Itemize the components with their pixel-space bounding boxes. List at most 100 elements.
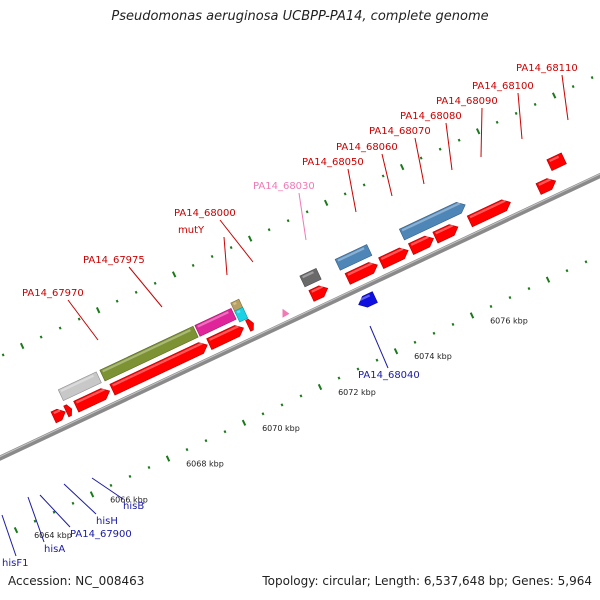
tick: [305, 210, 309, 214]
tick: [280, 403, 284, 407]
tick: [147, 465, 151, 470]
tick: [381, 174, 385, 178]
tick: [95, 307, 101, 314]
gene: [194, 307, 237, 337]
leader-line: [67, 299, 99, 341]
tick: [128, 474, 132, 478]
topology-summary: Topology: circular; Length: 6,537,648 bp…: [262, 574, 592, 588]
gene-label: PA14_67970: [22, 288, 84, 299]
gene-body: [308, 285, 329, 302]
gene-features: [50, 152, 567, 424]
gene-shine: [75, 388, 105, 404]
tick: [134, 290, 138, 294]
tick: [495, 120, 499, 124]
gene-shine: [197, 311, 229, 328]
leader-line: [27, 496, 45, 543]
label-leaders: [1, 74, 569, 557]
gene: [299, 267, 322, 288]
tick: [39, 335, 43, 339]
gene: [407, 235, 434, 255]
gene: [466, 199, 511, 228]
scale-label: 6074 kbp: [414, 352, 452, 361]
tick: [185, 448, 189, 452]
scale-label: 6064 kbp: [34, 531, 72, 540]
gene-body: [206, 325, 244, 350]
tick: [286, 219, 290, 223]
tick: [241, 419, 247, 426]
leader-line: [561, 74, 569, 121]
tick: [393, 348, 399, 355]
gene-shine: [538, 178, 551, 186]
gene-body: [245, 318, 254, 332]
scale-label: 6068 kbp: [186, 460, 224, 469]
tick: [457, 138, 461, 142]
tick: [71, 501, 75, 505]
leader-line: [381, 153, 393, 197]
gene-body: [546, 152, 567, 171]
gene: [234, 306, 249, 323]
gene-body: [63, 404, 72, 418]
tick: [109, 483, 113, 487]
gene-body: [535, 178, 557, 195]
gene-body: [57, 371, 102, 402]
scale-label: 6076 kbp: [490, 316, 528, 325]
gene: [73, 388, 111, 413]
tick: [451, 322, 455, 326]
gene-shine: [380, 247, 404, 260]
gene-body: [50, 408, 66, 424]
tick: [33, 519, 37, 523]
gene-label: PA14_68050: [302, 157, 364, 168]
tick: [551, 92, 557, 99]
gene-shine: [469, 199, 506, 219]
gene-label: PA14_68080: [400, 111, 462, 122]
gene: [206, 325, 244, 350]
gene-shine: [435, 224, 454, 235]
gene-shine: [549, 155, 560, 162]
gene-body: [466, 199, 511, 228]
gene-marker-pink: [282, 308, 290, 318]
gene-body: [299, 267, 322, 288]
leader-line: [517, 92, 523, 140]
leader-line: [480, 107, 483, 158]
tick: [1, 353, 5, 357]
gene: [109, 342, 208, 396]
leader-line: [298, 192, 307, 241]
gene-body: [234, 306, 249, 323]
gene-body: [407, 235, 434, 255]
gene-label: PA14_68110: [516, 63, 578, 74]
tick: [204, 439, 208, 443]
tick: [508, 295, 512, 300]
leader-line: [347, 168, 357, 213]
tick: [413, 340, 417, 344]
gene-shine: [233, 301, 237, 306]
leader-line: [128, 266, 163, 308]
tick: [533, 102, 537, 107]
map-title: Pseudomonas aeruginosa UCBPP-PA14, compl…: [111, 9, 489, 24]
leader-line: [63, 483, 97, 515]
leader-line: [219, 219, 254, 263]
gene-body: [344, 262, 378, 285]
tick: [343, 192, 347, 196]
gene: [308, 285, 329, 302]
gene-shine: [53, 409, 61, 415]
tick: [514, 111, 518, 115]
gene: [344, 262, 378, 285]
tick: [229, 246, 233, 250]
gene-label: PA14_68060: [336, 142, 398, 153]
gene-shine: [410, 235, 429, 246]
gene-shine: [302, 271, 314, 279]
gene: [63, 404, 72, 418]
tick: [89, 491, 95, 498]
gene-label: PA14_68070: [369, 126, 431, 137]
tick: [362, 183, 366, 187]
tick: [432, 331, 436, 335]
leader-line: [414, 137, 425, 185]
tick: [247, 235, 253, 242]
gene-body: [194, 307, 237, 337]
tick: [77, 317, 81, 321]
gene-label: PA14_68100: [472, 81, 534, 92]
leader-line: [39, 494, 71, 528]
gene-label: hisF1: [2, 558, 28, 569]
